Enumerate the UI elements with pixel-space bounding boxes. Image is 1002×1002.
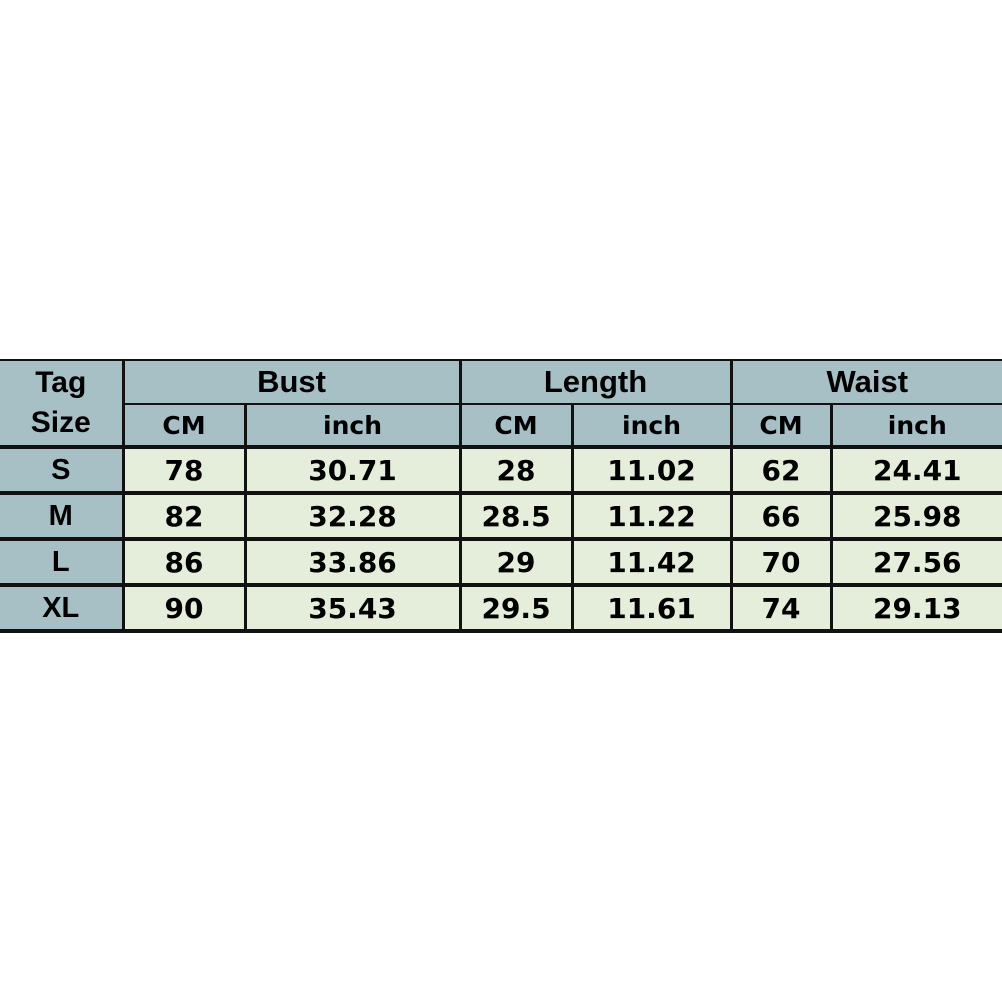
cell-s-bust-cm: 78: [121, 445, 247, 495]
cell-s-waist-inch: 24.41: [829, 445, 1002, 495]
subheader-waist-cm: CM: [729, 403, 833, 449]
group-header-bust: Bust: [121, 359, 462, 405]
cell-xl-waist-cm: 74: [729, 583, 833, 633]
cell-xl-bust-inch: 35.43: [243, 583, 462, 633]
cell-m-waist-inch: 25.98: [829, 491, 1002, 541]
subheader-bust-cm: CM: [121, 403, 247, 449]
cell-m-bust-inch: 32.28: [243, 491, 462, 541]
cell-xl-length-inch: 11.61: [570, 583, 733, 633]
cell-s-length-cm: 28: [458, 445, 574, 495]
cell-xl-bust-cm: 90: [121, 583, 247, 633]
corner-header-tag-size: Tag Size: [0, 359, 125, 448]
cell-l-bust-cm: 86: [121, 537, 247, 587]
cell-s-waist-cm: 62: [729, 445, 833, 495]
header-sub-row: CM inch CM inch CM inch: [0, 403, 1002, 449]
cell-l-length-cm: 29: [458, 537, 574, 587]
subheader-waist-inch: inch: [829, 403, 1002, 449]
cell-l-bust-inch: 33.86: [243, 537, 462, 587]
subheader-length-cm: CM: [458, 403, 574, 449]
cell-xl-waist-inch: 29.13: [829, 583, 1002, 633]
table-row-s: S 78 30.71 28 11.02 62 24.41: [0, 445, 1002, 495]
subheader-bust-inch: inch: [243, 403, 462, 449]
header-group-row: Tag Size Bust Length Waist: [0, 359, 1002, 448]
corner-line-tag: Tag: [35, 365, 87, 399]
size-label-s: S: [0, 445, 125, 495]
size-chart-table: Tag Size Bust Length Waist CM inch CM in…: [0, 359, 1002, 633]
cell-m-waist-cm: 66: [729, 491, 833, 541]
cell-m-length-cm: 28.5: [458, 491, 574, 541]
size-label-m: M: [0, 491, 125, 541]
table-row-m: M 82 32.28 28.5 11.22 66 25.98: [0, 491, 1002, 541]
size-label-l: L: [0, 537, 125, 587]
corner-line-size: Size: [30, 406, 91, 439]
table-row-l: L 86 33.86 29 11.42 70 27.56: [0, 537, 1002, 587]
cell-s-bust-inch: 30.71: [243, 445, 462, 495]
subheader-length-inch: inch: [570, 403, 733, 449]
cell-s-length-inch: 11.02: [570, 445, 733, 495]
table-row-xl: XL 90 35.43 29.5 11.61 74 29.13: [0, 583, 1002, 633]
cell-m-bust-cm: 82: [121, 491, 247, 541]
cell-l-length-inch: 11.42: [570, 537, 733, 587]
cell-l-waist-inch: 27.56: [829, 537, 1002, 587]
size-label-xl: XL: [0, 583, 125, 633]
group-header-length: Length: [458, 359, 733, 405]
cell-xl-length-cm: 29.5: [458, 583, 574, 633]
cell-l-waist-cm: 70: [729, 537, 833, 587]
group-header-waist: Waist: [729, 359, 1002, 405]
cell-m-length-inch: 11.22: [570, 491, 733, 541]
